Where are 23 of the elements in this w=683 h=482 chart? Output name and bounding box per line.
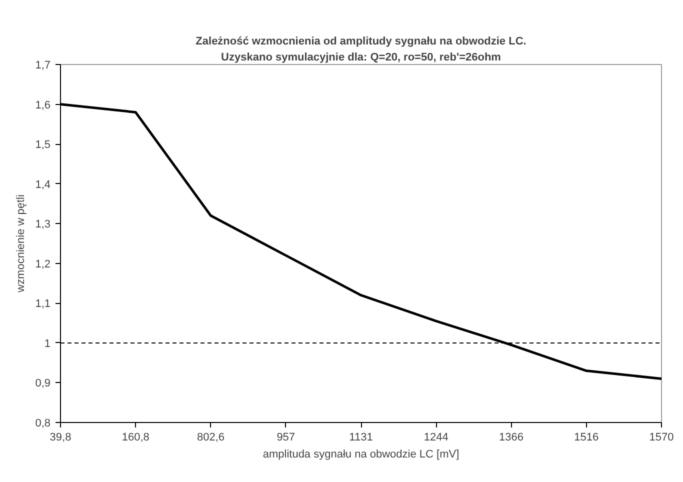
x-tick-label: 802,6 (196, 432, 225, 444)
x-tick-label: 39,8 (50, 432, 72, 444)
x-tick-label: 1131 (349, 432, 373, 444)
y-tick-label: 1,1 (35, 298, 51, 310)
y-tick-label: 1,2 (35, 258, 51, 270)
x-tick-label: 1366 (499, 432, 524, 444)
y-tick-label: 1,4 (35, 178, 51, 191)
y-tick-label: 0,9 (35, 378, 51, 390)
y-tick-label: 1,3 (35, 218, 51, 231)
x-tick-label: 1516 (574, 432, 599, 444)
y-axis-title: wzmocnienie w pętli (15, 194, 28, 294)
y-tick-label: 1,5 (35, 139, 51, 152)
y-tick-label: 0,8 (35, 418, 51, 430)
x-axis-title: amplituda sygnału na obwodzie LC [mV] (262, 448, 460, 460)
chart-title: Zależność wzmocnienia od amplitudy sygnału na obwodzie LC. (196, 36, 526, 48)
y-tick-label: 1,6 (35, 99, 51, 112)
y-tick-label: 1,7 (35, 60, 51, 72)
x-tick-label: 1570 (649, 432, 674, 444)
y-tick-label: 1 (44, 338, 51, 350)
x-tick-label: 1244 (424, 432, 448, 444)
x-tick-label: 957 (276, 432, 296, 444)
x-tick-label: 160,8 (122, 432, 150, 444)
chart-subtitle: Uzyskano symulacyjnie dla: Q=20, ro=50, reb'=26ohm (221, 52, 502, 64)
